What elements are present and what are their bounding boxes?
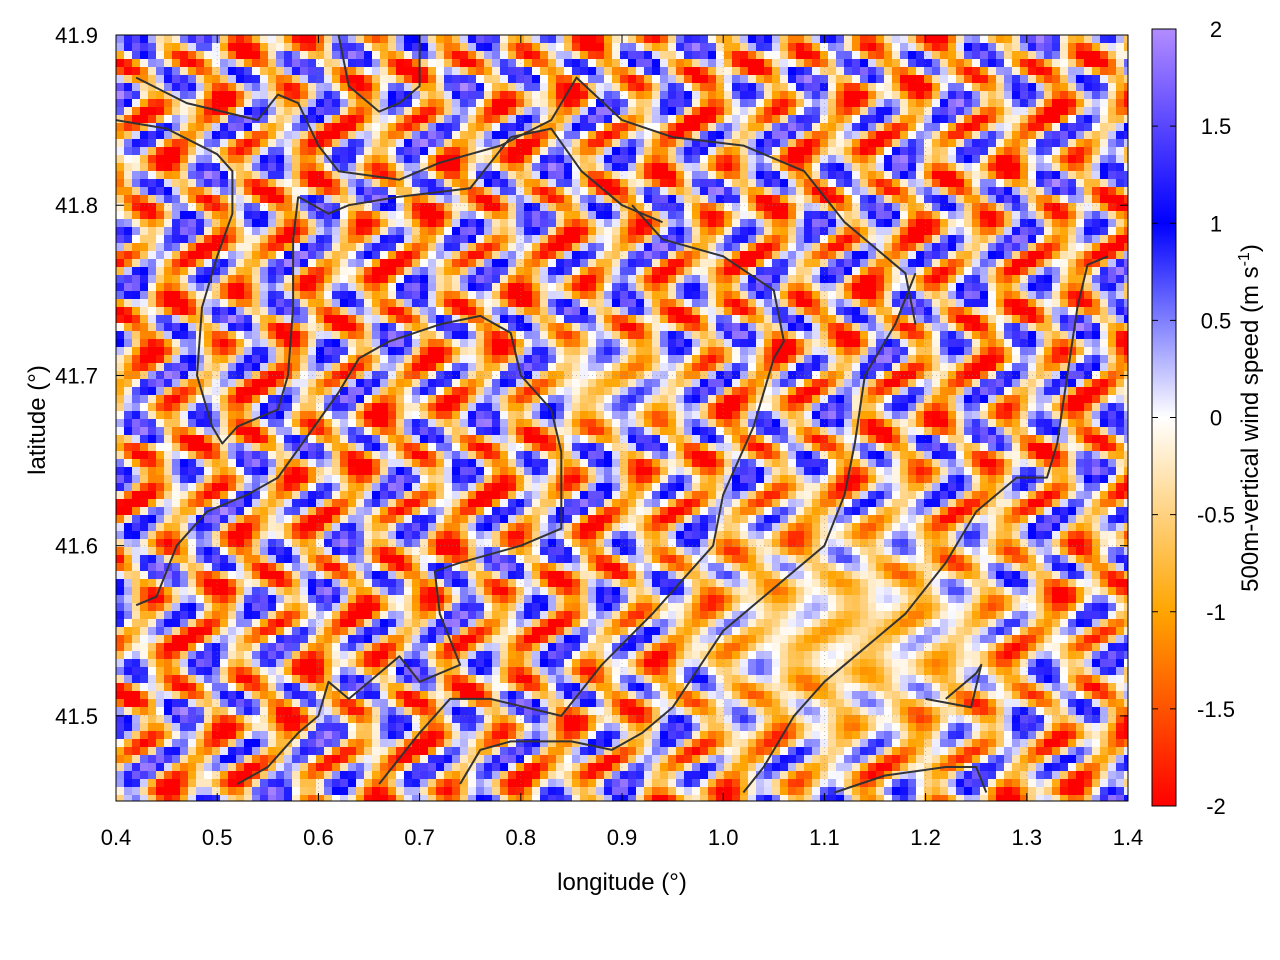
y-axis-ticks: 41.5 41.6 41.7 41.8 41.9 xyxy=(55,23,1128,729)
x-tick-label: 0.8 xyxy=(506,825,537,850)
x-tick-label: 0.7 xyxy=(404,825,435,850)
x-tick-label: 0.9 xyxy=(607,825,638,850)
region-boundaries xyxy=(116,35,1109,794)
boundary-line-7 xyxy=(742,255,1109,794)
colorbar-tick-label: 0.5 xyxy=(1201,308,1232,333)
y-tick-label: 41.8 xyxy=(55,193,98,218)
y-tick-label: 41.6 xyxy=(55,534,98,559)
boundary-line-4 xyxy=(135,314,563,785)
colorbar-title-main: 500m-vertical wind speed (m s xyxy=(1237,266,1264,591)
x-tick-label: 0.6 xyxy=(303,825,334,850)
y-tick-label: 41.5 xyxy=(55,704,98,729)
boundary-line-1 xyxy=(116,119,300,445)
y-axis-title: latitude (°) xyxy=(24,365,51,475)
x-tick-label: 1.1 xyxy=(809,825,840,850)
colorbar-tick-label: -0.5 xyxy=(1197,503,1235,528)
x-tick-label: 1.4 xyxy=(1113,825,1144,850)
boundary-line-5 xyxy=(378,204,785,785)
colorbar-title: 500m-vertical wind speed (m s-1) xyxy=(1236,244,1264,592)
boundary-line-8 xyxy=(834,766,988,794)
colorbar-tick-label: -1 xyxy=(1206,600,1226,625)
x-axis-title: longitude (°) xyxy=(557,869,687,896)
x-tick-label: 1.0 xyxy=(708,825,739,850)
colorbar-tick-label: 1 xyxy=(1210,211,1222,236)
x-tick-label: 1.3 xyxy=(1012,825,1043,850)
colorbar-ticks: 2 1.5 1 0.5 0 -0.5 -1 -1.5 -2 xyxy=(1152,17,1235,819)
x-tick-label: 0.4 xyxy=(101,825,132,850)
y-tick-label: 41.9 xyxy=(55,23,98,48)
boundary-line-2 xyxy=(297,136,512,215)
x-axis-ticks: 0.4 0.5 0.6 0.7 0.8 0.9 1.0 1.1 1.2 1.3 1.4 xyxy=(101,35,1144,850)
colorbar-tick-label: 2 xyxy=(1210,17,1222,42)
colorbar-tick-label: -1.5 xyxy=(1197,697,1235,722)
boundary-line-6 xyxy=(459,272,917,785)
colorbar-title-superscript: -1 xyxy=(1236,252,1253,266)
heatmap-field xyxy=(116,35,1128,801)
boundary-line-9 xyxy=(925,663,983,709)
colorbar-tick-label: 0 xyxy=(1210,406,1222,431)
colorbar-title-end: ) xyxy=(1237,244,1264,252)
x-tick-label: 1.2 xyxy=(910,825,941,850)
y-tick-label: 41.7 xyxy=(55,363,98,388)
colorbar-tick-label: 1.5 xyxy=(1201,114,1232,139)
boundary-line-3 xyxy=(510,127,663,224)
boundary-line-0 xyxy=(135,76,917,325)
colorbar-tick-label: -2 xyxy=(1206,794,1226,819)
x-tick-label: 0.5 xyxy=(202,825,233,850)
boundary-line-10 xyxy=(337,35,421,113)
